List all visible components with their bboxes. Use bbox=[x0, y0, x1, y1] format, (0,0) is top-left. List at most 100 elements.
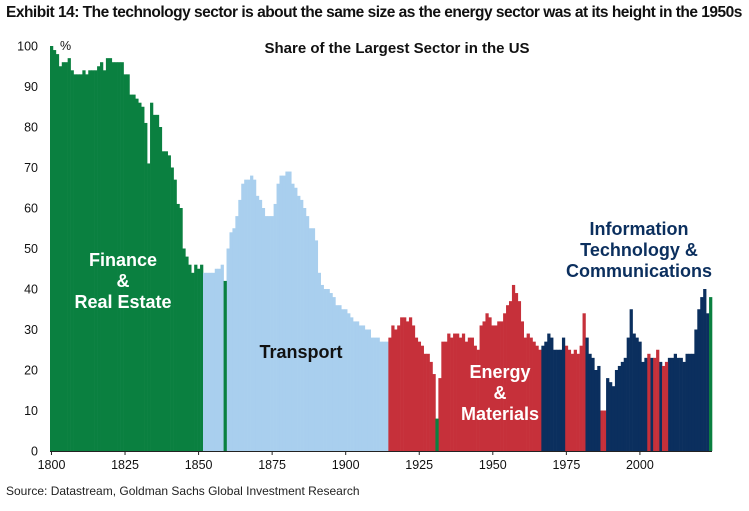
label-transport-line-0: Transport bbox=[259, 342, 342, 362]
x-tick-1900: 1900 bbox=[332, 458, 360, 472]
bar-transport-1894 bbox=[326, 289, 330, 451]
bar-transport-1912 bbox=[379, 341, 383, 451]
bar-energy-1988 bbox=[603, 410, 607, 451]
bar-transport-1876 bbox=[273, 203, 277, 451]
bar-tech-1971 bbox=[553, 349, 557, 451]
bar-transport-1893 bbox=[323, 289, 327, 451]
bar-finance-1830 bbox=[138, 102, 142, 451]
bar-transport-1909 bbox=[370, 337, 374, 451]
bar-finance-1838 bbox=[161, 151, 166, 452]
bar-transport-1875 bbox=[270, 216, 274, 451]
bar-transport-1896 bbox=[332, 297, 336, 451]
bar-transport-1854 bbox=[208, 272, 213, 451]
bar-transport-1874 bbox=[267, 216, 271, 451]
bar-transport-1868 bbox=[250, 175, 254, 451]
label-energy-line-0: Energy bbox=[469, 362, 530, 382]
x-tick-1850: 1850 bbox=[185, 458, 213, 472]
bar-finance-1803 bbox=[58, 66, 63, 451]
y-tick-40: 40 bbox=[24, 283, 38, 297]
bar-energy-1937 bbox=[453, 333, 457, 451]
bar-transport-1883 bbox=[294, 187, 298, 451]
bar-tech-1983 bbox=[588, 353, 592, 451]
bar-energy-1978 bbox=[573, 349, 577, 451]
bar-energy-1938 bbox=[456, 333, 460, 451]
bar-transport-1891 bbox=[317, 272, 321, 451]
label-finance-line-2: Real Estate bbox=[74, 292, 171, 312]
bar-tech-2013 bbox=[676, 357, 680, 451]
bar-finance-1814 bbox=[91, 70, 95, 452]
bar-transport-1853 bbox=[205, 272, 210, 451]
bar-tech-1999 bbox=[635, 337, 639, 451]
bar-tech-1989 bbox=[606, 378, 610, 451]
label-finance: Finance & Real Estate bbox=[74, 250, 171, 312]
bar-transport-1877 bbox=[276, 183, 280, 451]
label-finance-line-0: Finance bbox=[89, 250, 157, 270]
bar-transport-1857 bbox=[217, 268, 221, 451]
bar-energy-1916 bbox=[391, 325, 395, 451]
bar-energy-1920 bbox=[403, 317, 407, 451]
bar-finance-2024 bbox=[709, 297, 713, 451]
bar-finance-1809 bbox=[76, 74, 80, 451]
bar-finance-1802 bbox=[55, 54, 60, 451]
bar-finance-1807 bbox=[70, 70, 74, 452]
y-tick-100: 100 bbox=[17, 40, 38, 54]
bar-transport-1903 bbox=[353, 321, 357, 451]
bar-transport-1890 bbox=[314, 240, 319, 451]
x-tick-1800: 1800 bbox=[38, 458, 66, 472]
bar-tech-2022 bbox=[703, 289, 707, 451]
bar-energy-1940 bbox=[461, 333, 466, 451]
bar-finance-1801 bbox=[52, 50, 57, 452]
bar-tech-2004 bbox=[650, 357, 654, 451]
y-tick-60: 60 bbox=[24, 202, 38, 216]
bar-transport-1914 bbox=[385, 341, 389, 451]
bar-finance-1800 bbox=[50, 46, 54, 451]
bar-energy-1961 bbox=[523, 337, 527, 451]
bar-transport-1866 bbox=[244, 179, 248, 451]
bar-energy-1923 bbox=[411, 325, 416, 451]
bar-energy-2008 bbox=[661, 365, 666, 451]
bar-energy-1979 bbox=[576, 353, 580, 451]
label-tech-line-1: Technology & bbox=[580, 240, 698, 260]
bar-energy-1924 bbox=[414, 337, 419, 451]
bar-tech-1991 bbox=[611, 386, 616, 451]
bar-tech-2012 bbox=[673, 353, 677, 451]
bar-transport-1898 bbox=[338, 305, 342, 451]
bar-energy-1939 bbox=[458, 337, 463, 451]
x-axis-ticks: 1800 1825 1850 1875 1900 1925 1950 1975 2000 bbox=[38, 451, 654, 472]
bar-tech-2014 bbox=[679, 357, 683, 451]
bar-tech-2020 bbox=[697, 309, 701, 451]
bar-transport-1904 bbox=[355, 321, 360, 451]
bar-transport-1905 bbox=[358, 325, 363, 451]
bar-transport-1863 bbox=[235, 216, 239, 451]
bar-finance-1808 bbox=[73, 74, 77, 451]
bar-energy-1917 bbox=[394, 329, 398, 451]
bar-energy-1952 bbox=[497, 321, 501, 451]
bar-tech-2016 bbox=[685, 353, 689, 451]
bar-tech-1993 bbox=[617, 365, 622, 451]
bar-energy-1953 bbox=[500, 321, 504, 451]
bar-finance-1823 bbox=[117, 62, 121, 451]
bar-energy-1928 bbox=[426, 353, 430, 451]
label-energy-line-2: Materials bbox=[461, 404, 539, 424]
bar-energy-1930 bbox=[432, 374, 436, 451]
y-tick-20: 20 bbox=[24, 364, 38, 378]
bar-transport-1900 bbox=[344, 309, 348, 451]
bar-transport-1911 bbox=[376, 337, 380, 451]
bar-energy-1926 bbox=[420, 345, 424, 451]
bar-energy-2009 bbox=[664, 361, 669, 451]
bar-energy-2005 bbox=[653, 357, 657, 451]
bar-tech-2023 bbox=[706, 313, 710, 451]
bar-transport-1888 bbox=[308, 228, 313, 451]
bar-tech-2018 bbox=[691, 353, 695, 451]
bar-tech-1970 bbox=[550, 337, 554, 451]
bar-transport-1897 bbox=[335, 305, 339, 451]
bar-energy-1945 bbox=[476, 349, 480, 451]
bar-transport-1860 bbox=[226, 248, 230, 451]
bar-energy-1987 bbox=[600, 410, 604, 451]
bar-finance-1832 bbox=[144, 122, 148, 451]
bar-energy-1946 bbox=[479, 325, 483, 451]
x-tick-1925: 1925 bbox=[405, 458, 433, 472]
bar-transport-1871 bbox=[258, 199, 263, 451]
bar-transport-1906 bbox=[361, 325, 366, 451]
bar-transport-1879 bbox=[282, 175, 286, 451]
